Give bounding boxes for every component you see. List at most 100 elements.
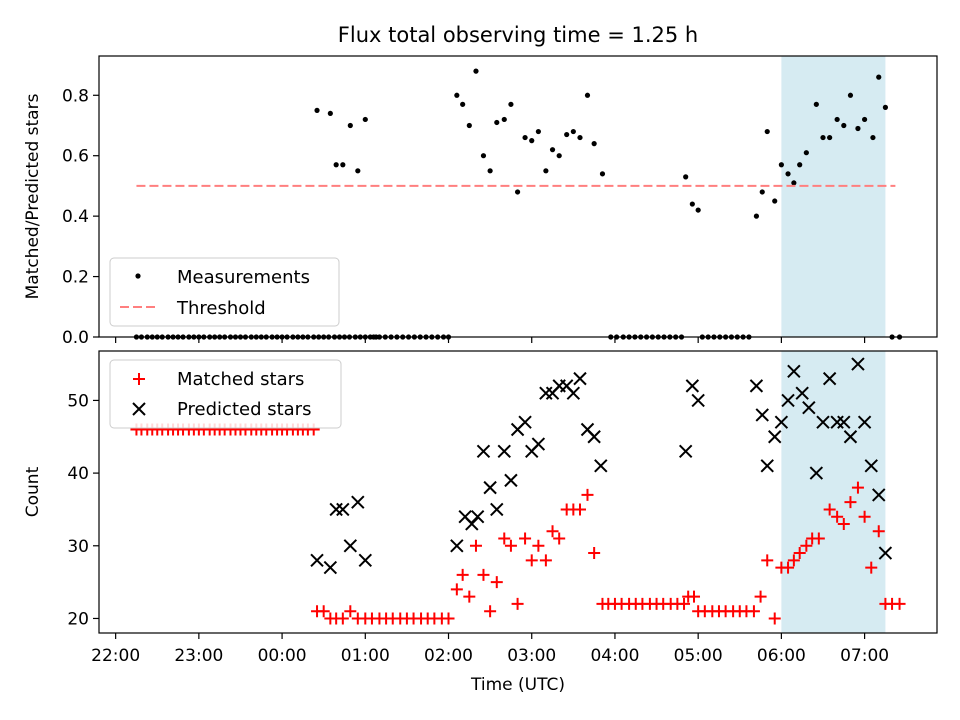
measurement-point — [791, 180, 797, 186]
measurement-point — [355, 168, 361, 174]
top-y-ticks: 0.0 0.2 0.4 0.6 0.8 — [62, 86, 99, 348]
matched-point — [463, 590, 476, 603]
matched-point — [525, 554, 538, 567]
matched-point — [477, 568, 490, 581]
measurement-point — [695, 207, 701, 213]
predicted-point — [504, 473, 518, 488]
x-tick-label: 01:00 — [341, 646, 390, 666]
matched-point — [793, 547, 806, 560]
y-tick-label: 50 — [67, 391, 89, 411]
predicted-point — [685, 379, 700, 393]
measurement-point — [591, 141, 597, 147]
bottom-x-ticks: 22:00 23:00 00:00 01:00 02:00 03:00 04:00 05:00… — [91, 633, 889, 666]
measurement-point — [803, 150, 809, 156]
predicted-point — [531, 437, 546, 451]
bottom-legend-box — [109, 359, 342, 429]
bottom-y-axis-label: Count — [23, 466, 43, 517]
measurement-point — [778, 162, 784, 168]
measurement-point — [508, 101, 514, 107]
matched-point — [573, 503, 586, 516]
x-axis-label: Time (UTC) — [470, 675, 565, 695]
predicted-point — [490, 502, 504, 517]
measurement-point — [529, 138, 535, 144]
measurement-point — [549, 147, 556, 153]
measurement-point — [570, 128, 576, 135]
matched-point — [456, 568, 469, 581]
matched-point — [831, 510, 844, 523]
matched-point — [581, 488, 594, 501]
measurement-point — [487, 168, 493, 174]
bottom-legend: Matched stars Predicted stars — [109, 359, 342, 429]
bottom-y-ticks: 20 30 40 50 — [67, 391, 99, 629]
x-tick-label: 07:00 — [840, 646, 889, 666]
predicted-point — [691, 393, 705, 408]
predicted-point — [822, 371, 837, 386]
measurement-point — [772, 198, 778, 204]
matched-point — [336, 612, 349, 625]
predicted-point — [518, 415, 532, 429]
matched-point — [504, 539, 517, 552]
measurement-point — [841, 122, 847, 129]
measurement-point — [327, 110, 333, 117]
y-tick-label: 0.8 — [62, 86, 89, 106]
matched-point — [344, 605, 357, 618]
measurement-point — [683, 174, 689, 180]
measurement-point — [820, 134, 826, 141]
measurement-point — [813, 101, 819, 107]
measurement-point — [494, 119, 500, 126]
measurement-point — [759, 189, 765, 195]
measurement-point — [460, 101, 466, 107]
measurement-point — [347, 122, 353, 129]
measurement-point — [847, 92, 854, 98]
measurement-point — [785, 171, 791, 177]
legend-measurements-marker — [135, 273, 141, 279]
x-tick-label: 06:00 — [757, 646, 806, 666]
predicted-point — [351, 495, 365, 509]
top-highlight-span — [781, 56, 886, 337]
matched-point — [678, 597, 691, 610]
predicted-point — [587, 430, 601, 444]
matched-point — [823, 503, 836, 516]
x-tick-label: 03:00 — [507, 646, 556, 666]
measurement-point — [473, 68, 479, 74]
top-legend: Measurements Threshold — [109, 257, 340, 327]
matched-point — [442, 612, 455, 625]
measurement-point — [827, 134, 833, 141]
predicted-point — [476, 444, 491, 459]
legend-predicted-marker — [132, 402, 146, 416]
measurement-point — [514, 189, 521, 195]
legend-threshold-label: Threshold — [176, 298, 266, 319]
predicted-point — [851, 357, 865, 371]
predicted-point — [749, 379, 764, 393]
measurement-point — [501, 116, 507, 123]
measurement-point — [876, 74, 882, 80]
legend-matched-label: Matched stars — [177, 369, 304, 390]
matched-point — [498, 532, 511, 545]
y-tick-label: 40 — [67, 464, 89, 484]
predicted-point — [787, 364, 801, 379]
measurement-point — [314, 107, 320, 113]
bottom-highlight-span — [781, 351, 886, 633]
matched-point — [553, 532, 566, 545]
measurement-point — [480, 153, 487, 159]
measurement-point — [862, 116, 868, 123]
measurement-point — [556, 153, 562, 159]
predicted-point — [594, 459, 608, 473]
matched-point — [787, 554, 800, 567]
top-y-axis-label: Matched/Predicted stars — [23, 93, 43, 299]
predicted-point — [310, 553, 324, 568]
y-tick-label: 0.0 — [62, 328, 89, 348]
measurement-point — [753, 213, 760, 219]
matched-point — [469, 539, 482, 552]
predicted-point — [483, 480, 497, 495]
x-tick-label: 23:00 — [174, 646, 223, 666]
top-legend-box — [109, 257, 340, 327]
predicted-point — [857, 415, 872, 429]
predicted-point — [470, 510, 485, 524]
top-panel: 0.00.20.40.60.8 Matched/Predicted stars … — [23, 55, 938, 348]
chart-title: Flux total observing time = 1.25 h — [338, 23, 698, 47]
predicted-point — [760, 459, 774, 473]
matched-point — [450, 583, 463, 596]
measurement-point — [689, 201, 695, 207]
